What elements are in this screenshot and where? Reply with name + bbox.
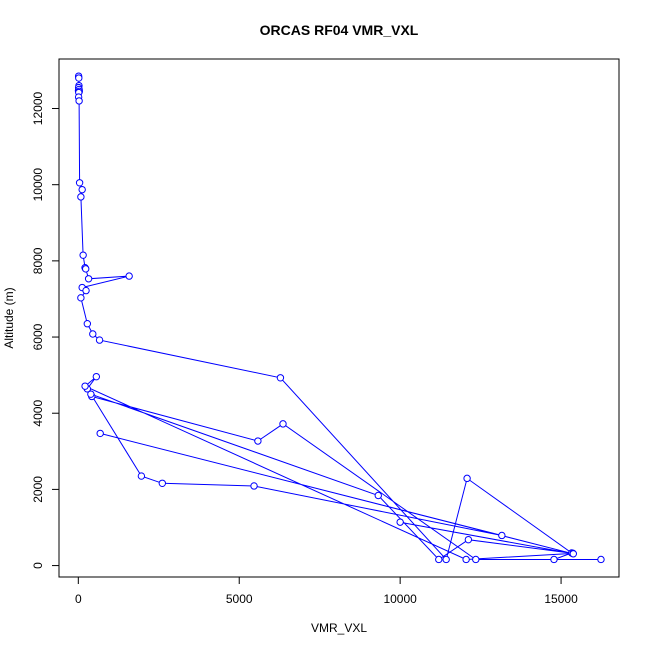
data-point [75,74,83,82]
data-point [498,531,506,540]
chart-title: ORCAS RF04 VMR_VXL [260,22,419,38]
data-point [569,550,577,558]
data-point [396,518,404,526]
x-tick-label: 10000 [383,592,417,606]
data-point [279,420,287,428]
data-point [374,491,382,500]
data-point [75,97,83,105]
data-point [158,479,167,488]
x-axis-label: VMR_VXL [311,621,367,635]
data-point [87,390,95,398]
data-point [550,555,558,564]
data-point [96,429,104,438]
y-axis: 0 2000 4000 6000 8000 10000 12000 [31,92,59,569]
y-tick-label: 0 [31,562,45,569]
data-point [435,555,443,564]
data-point [89,330,97,338]
data-point [137,472,146,480]
x-axis: 0 5000 10000 15000 [75,576,578,606]
data-point [442,555,450,564]
data-point [125,272,133,280]
y-tick-label: 10000 [31,168,45,202]
data-point [92,372,101,381]
data-point [464,535,473,544]
data-point [79,251,87,259]
data-point [95,336,104,344]
x-tick-label: 15000 [544,592,578,606]
plot-area [74,72,605,564]
data-point [254,437,262,445]
series-line [78,76,601,561]
x-tick-label: 5000 [226,592,253,606]
data-point [78,185,86,194]
data-point [463,474,471,483]
y-tick-label: 2000 [31,476,45,503]
x-tick-label: 0 [75,592,82,606]
data-point [472,555,480,564]
data-point [597,555,605,564]
y-axis-label: Altitude (m) [2,287,16,348]
data-point [82,265,90,273]
y-tick-label: 8000 [31,247,45,274]
data-point [77,193,85,201]
y-tick-label: 4000 [31,400,45,427]
data-point [77,294,85,302]
data-point [462,555,470,564]
plot-frame [58,58,620,578]
data-point [83,320,92,328]
data-point [81,382,89,390]
data-point [250,482,258,490]
data-point [82,286,90,295]
y-tick-label: 6000 [31,323,45,350]
data-point [84,275,93,283]
data-point [276,374,285,382]
y-tick-label: 12000 [31,92,45,126]
data-point [75,179,84,187]
